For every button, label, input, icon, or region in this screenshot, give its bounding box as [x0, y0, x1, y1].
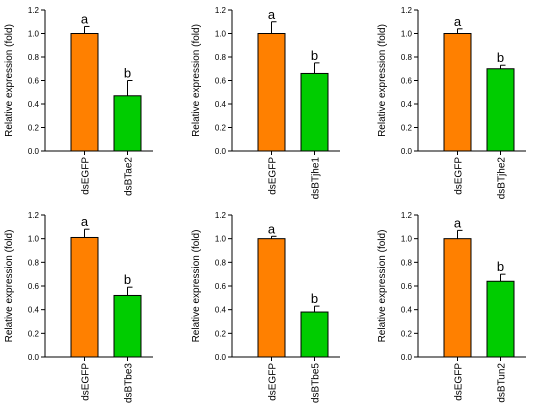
- y-tick-label: 0.2: [401, 329, 413, 338]
- y-tick-label: 1.2: [215, 211, 227, 220]
- y-tick-label: 1.0: [215, 30, 227, 39]
- y-axis-label: Relative expression (fold): [4, 24, 15, 137]
- chart-panel-2: 0.0 0.2 0.4 0.6 0.8 1.0 1.2 Relative expression…: [191, 6, 340, 199]
- chart-panel-3: 0.0 0.2 0.4 0.6 0.8 1.0 1.2 Relative expression…: [377, 6, 526, 199]
- significance-label: a: [454, 14, 462, 29]
- significance-label: b: [497, 50, 504, 65]
- y-tick-label: 1.2: [28, 6, 40, 15]
- significance-label: a: [268, 7, 276, 22]
- y-tick-label: 0.8: [215, 53, 227, 62]
- y-tick-label: 1.2: [215, 6, 227, 15]
- y-tick-label: 0.2: [401, 124, 413, 133]
- category-label: dsBTjhe2: [497, 157, 508, 200]
- y-tick-label: 0.6: [28, 282, 40, 291]
- category-label: dsBTbe3: [124, 363, 135, 403]
- y-tick-label: 0.2: [28, 329, 40, 338]
- y-tick-label: 0.0: [215, 353, 227, 362]
- y-tick-label: 0.0: [401, 353, 413, 362]
- y-tick-label: 0.8: [401, 53, 413, 62]
- category-label: dsBTae2: [124, 157, 135, 196]
- bar-2: [113, 294, 142, 358]
- y-tick-label: 0.4: [28, 100, 40, 109]
- y-axis-label: Relative expression (fold): [191, 24, 202, 137]
- bar-2: [300, 311, 329, 358]
- significance-label: b: [311, 291, 318, 306]
- y-tick-label: 1.0: [28, 235, 40, 244]
- y-tick-label: 0.4: [28, 306, 40, 315]
- bar-1: [443, 33, 472, 152]
- y-axis-label: Relative expression (fold): [377, 230, 388, 343]
- significance-label: a: [454, 215, 462, 230]
- y-tick-label: 1.0: [215, 235, 227, 244]
- y-tick-label: 0.0: [28, 353, 40, 362]
- y-tick-label: 0.6: [215, 282, 227, 291]
- y-tick-label: 1.0: [28, 30, 40, 39]
- category-label: dsEGFP: [454, 157, 465, 195]
- chart-panel-6: 0.0 0.2 0.4 0.6 0.8 1.0 1.2 Relative expression…: [377, 211, 526, 403]
- y-tick-label: 0.4: [401, 100, 413, 109]
- y-tick-label: 1.0: [401, 30, 413, 39]
- bar-2: [300, 72, 329, 152]
- category-label: dsBTbe5: [311, 363, 322, 403]
- chart-panel-5: 0.0 0.2 0.4 0.6 0.8 1.0 1.2 Relative expression…: [191, 211, 340, 403]
- y-tick-label: 0.2: [215, 124, 227, 133]
- y-axis-label: Relative expression (fold): [191, 230, 202, 343]
- bar-1: [443, 238, 472, 358]
- bar-1: [257, 33, 286, 152]
- bar-1: [70, 33, 99, 152]
- significance-label: b: [497, 259, 504, 274]
- significance-label: b: [311, 48, 318, 63]
- category-label: dsEGFP: [81, 363, 92, 401]
- y-tick-label: 0.6: [401, 282, 413, 291]
- y-tick-label: 0.4: [215, 306, 227, 315]
- significance-label: b: [124, 272, 131, 287]
- y-tick-label: 0.4: [215, 100, 227, 109]
- bar-1: [70, 236, 99, 358]
- y-axis-label: Relative expression (fold): [377, 24, 388, 137]
- bar-2: [113, 95, 142, 152]
- significance-label: a: [81, 214, 89, 229]
- bar-2: [486, 68, 515, 152]
- y-tick-label: 0.6: [215, 77, 227, 86]
- y-tick-label: 0.0: [401, 147, 413, 156]
- y-tick-label: 0.8: [28, 258, 40, 267]
- y-tick-label: 0.2: [215, 329, 227, 338]
- y-tick-label: 1.2: [401, 6, 413, 15]
- y-tick-label: 0.0: [215, 147, 227, 156]
- y-tick-label: 0.0: [28, 147, 40, 156]
- y-axis-label: Relative expression (fold): [4, 230, 15, 343]
- y-tick-label: 1.2: [28, 211, 40, 220]
- y-tick-label: 0.8: [215, 258, 227, 267]
- y-tick-label: 0.6: [28, 77, 40, 86]
- significance-label: a: [81, 11, 89, 26]
- chart-panel-1: 0.0 0.2 0.4 0.6 0.8 1.0 1.2 Relative expression…: [4, 6, 153, 196]
- bar-1: [257, 238, 286, 358]
- significance-label: b: [124, 66, 131, 81]
- y-tick-label: 0.2: [28, 124, 40, 133]
- category-label: dsBTun2: [497, 363, 508, 403]
- category-label: dsEGFP: [268, 363, 279, 401]
- category-label: dsBTjhe1: [311, 157, 322, 200]
- y-tick-label: 0.8: [28, 53, 40, 62]
- category-label: dsEGFP: [454, 363, 465, 401]
- y-tick-label: 1.0: [401, 235, 413, 244]
- y-tick-label: 0.6: [401, 77, 413, 86]
- bar-2: [486, 280, 515, 358]
- significance-label: a: [268, 221, 276, 236]
- y-tick-label: 0.8: [401, 258, 413, 267]
- y-tick-label: 0.4: [401, 306, 413, 315]
- category-label: dsEGFP: [268, 157, 279, 195]
- y-tick-label: 1.2: [401, 211, 413, 220]
- category-label: dsEGFP: [81, 157, 92, 195]
- chart-panel-4: 0.0 0.2 0.4 0.6 0.8 1.0 1.2 Relative expression…: [4, 211, 153, 403]
